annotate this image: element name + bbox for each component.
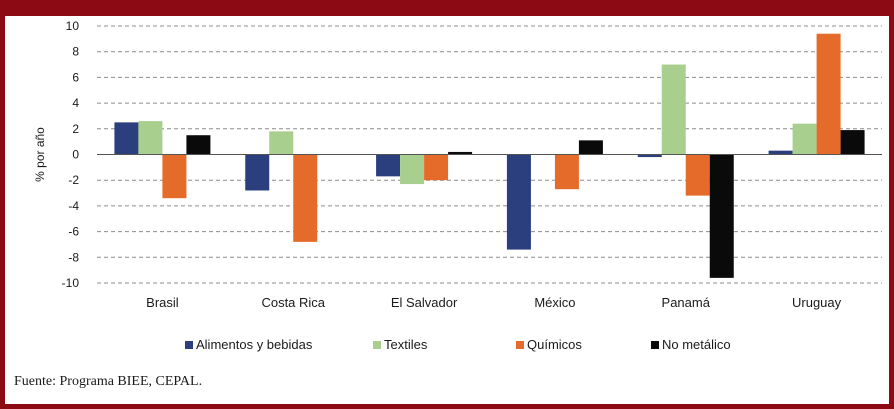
y-tick-label: -2	[68, 173, 79, 187]
bar-chart: -10 -8 -6 -4 -2 0 2 4 6 8 10 % por año Brasil Costa R…	[33, 19, 882, 352]
y-tick-label: -4	[68, 199, 79, 213]
bar	[661, 64, 686, 155]
bar	[376, 154, 401, 177]
category-label: El Salvador	[391, 295, 458, 310]
bar	[245, 154, 270, 191]
bar	[792, 123, 817, 155]
category-label: Brasil	[146, 295, 179, 310]
y-tick-label: 0	[72, 148, 79, 162]
legend-label: No metálico	[662, 337, 731, 352]
bar	[816, 33, 841, 155]
bar	[506, 154, 531, 250]
legend-swatch	[516, 341, 524, 349]
bar	[709, 154, 734, 278]
bar	[400, 154, 425, 185]
bar	[186, 135, 211, 155]
category-label: Panamá	[662, 295, 711, 310]
category-label: México	[534, 295, 575, 310]
bar	[162, 154, 187, 199]
legend-label: Alimentos y bebidas	[196, 337, 313, 352]
category-label: Uruguay	[792, 295, 842, 310]
bar	[114, 122, 139, 155]
bar	[424, 154, 449, 181]
bar	[685, 154, 710, 196]
y-axis-title: % por año	[33, 127, 47, 182]
y-tick-label: 8	[72, 45, 79, 59]
y-tick-label: 6	[72, 70, 79, 84]
y-tick-label: 2	[72, 122, 79, 136]
source-note: Fuente: Programa BIEE, CEPAL.	[14, 374, 203, 389]
bar	[138, 121, 163, 155]
category-label: Costa Rica	[261, 295, 325, 310]
y-tick-label: -8	[68, 250, 79, 264]
legend-swatch	[373, 341, 381, 349]
legend-label: Químicos	[527, 337, 582, 352]
bar	[637, 154, 662, 158]
bar	[448, 151, 473, 155]
bar	[578, 140, 603, 155]
bar	[554, 154, 579, 190]
bar	[768, 150, 793, 155]
bar	[269, 131, 294, 155]
y-tick-label: 10	[66, 19, 80, 33]
legend-label: Textiles	[384, 337, 428, 352]
y-tick-label: 4	[72, 96, 79, 110]
bar	[840, 130, 865, 155]
bar	[293, 154, 318, 242]
title-band	[0, 0, 894, 16]
y-tick-label: -6	[68, 225, 79, 239]
legend-swatch	[651, 341, 659, 349]
y-tick-label: -10	[62, 276, 80, 290]
legend-swatch	[185, 341, 193, 349]
